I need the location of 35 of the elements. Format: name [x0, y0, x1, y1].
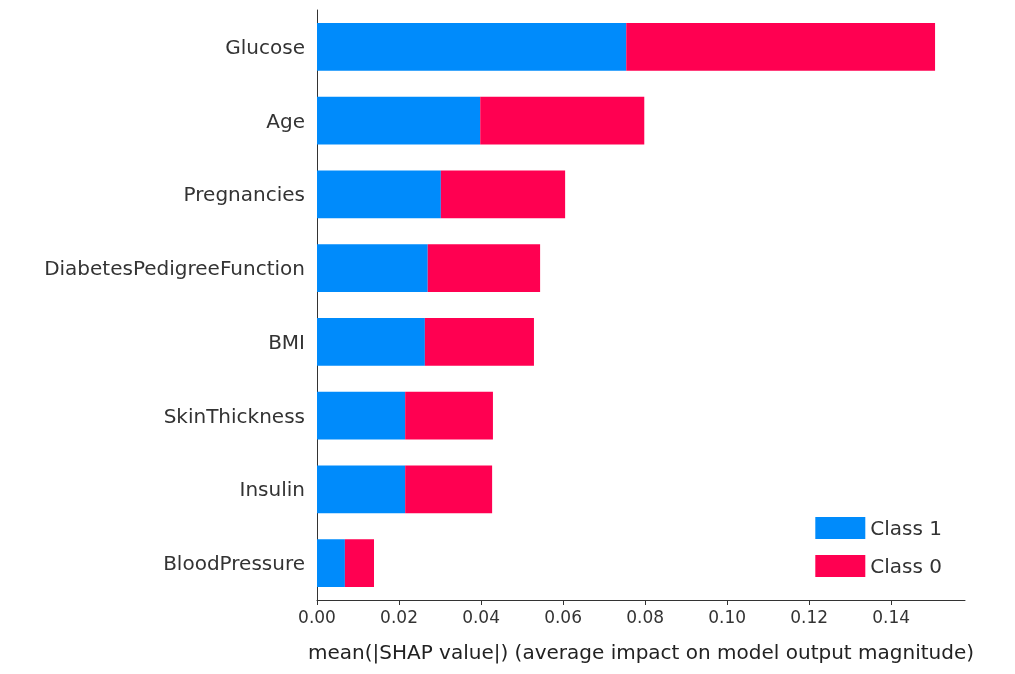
bar [317, 96, 481, 145]
y-tick-label: BMI [268, 329, 305, 354]
x-tick-label: 0.10 [708, 606, 747, 627]
y-tick-label: Pregnancies [183, 182, 305, 207]
bar [405, 465, 493, 514]
bar [317, 539, 345, 588]
y-tick-label: DiabetesPedigreeFunction [44, 256, 305, 281]
x-axis-title: mean(|SHAP value|) (average impact on model output magnitude) [307, 640, 975, 664]
x-tick-label: 0.06 [544, 606, 583, 627]
bar [317, 244, 428, 293]
bar [405, 391, 493, 440]
bar [344, 539, 375, 588]
bar [317, 391, 406, 440]
x-tick-label: 0.12 [790, 606, 829, 627]
bar [317, 22, 627, 71]
legend-label: Class 1 [870, 516, 942, 540]
y-tick-label: BloodPressure [163, 551, 305, 576]
x-tick-label: 0.00 [298, 606, 336, 627]
bar [317, 465, 406, 514]
x-tick-label: 0.08 [626, 606, 665, 627]
x-tick-label: 0.02 [380, 606, 418, 627]
bar [317, 170, 441, 219]
y-tick-label: Glucose [225, 34, 305, 59]
bar [427, 244, 541, 293]
bar [440, 170, 566, 219]
y-tick-label: SkinThickness [163, 403, 305, 428]
y-tick-label: Age [266, 108, 305, 133]
x-tick-label: 0.14 [872, 606, 911, 627]
legend-label: Class 0 [870, 554, 942, 578]
bar [626, 22, 936, 71]
x-tick-label: 0.04 [462, 606, 500, 627]
bar [424, 317, 534, 366]
bar [480, 96, 645, 145]
y-tick-label: Insulin [239, 477, 305, 502]
bar [317, 317, 425, 366]
